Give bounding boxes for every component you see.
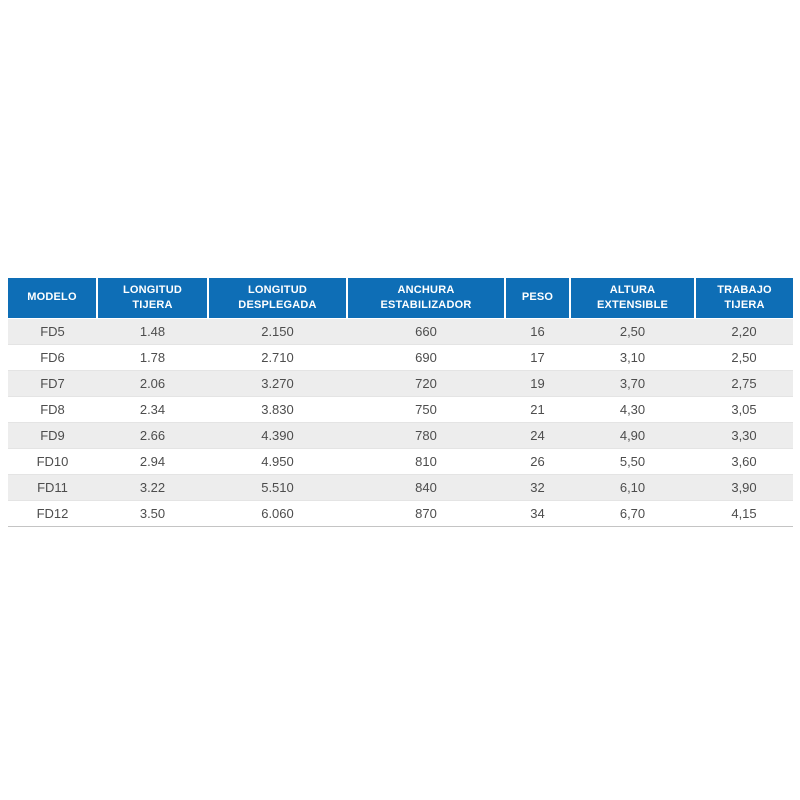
table-row: FD5 1.48 2.150 660 16 2,50 2,20 — [8, 318, 793, 344]
table-cell: 3.830 — [261, 401, 294, 417]
column-header-anchura-estabilizador: ANCHURA ESTABILIZADOR — [346, 278, 505, 318]
table-cell: 1.48 — [139, 323, 166, 339]
table-row: FD6 1.78 2.710 690 17 3,10 2,50 — [8, 344, 793, 370]
table-cell: 2.150 — [261, 323, 294, 339]
table-cell: 3.50 — [139, 505, 166, 521]
table-cell: 6.060 — [261, 505, 294, 521]
spec-table-header: MODELO LONGITUD TIJERA LONGITUD DESPLEGA… — [8, 278, 793, 318]
table-cell: 5,50 — [619, 453, 646, 469]
spec-table: MODELO LONGITUD TIJERA LONGITUD DESPLEGA… — [8, 278, 793, 527]
table-cell: 3,05 — [731, 401, 757, 417]
model-cell: FD10 — [36, 453, 69, 469]
table-cell: 810 — [415, 453, 437, 469]
table-cell: 840 — [415, 479, 437, 495]
column-header-longitud-desplegada: LONGITUD DESPLEGADA — [207, 278, 347, 318]
table-cell: 21 — [530, 401, 545, 417]
table-cell: 870 — [415, 505, 437, 521]
table-row: FD9 2.66 4.390 780 24 4,90 3,30 — [8, 422, 793, 448]
model-cell: FD9 — [40, 427, 65, 443]
table-cell: 780 — [415, 427, 437, 443]
table-cell: 690 — [415, 349, 437, 365]
table-cell: 2,50 — [619, 323, 646, 339]
table-cell: 3,90 — [731, 479, 757, 495]
table-cell: 26 — [530, 453, 545, 469]
column-header-modelo: MODELO — [8, 278, 97, 318]
table-row: FD7 2.06 3.270 720 19 3,70 2,75 — [8, 370, 793, 396]
column-header-longitud-tijera: LONGITUD TIJERA — [96, 278, 208, 318]
table-cell: 750 — [415, 401, 437, 417]
table-cell: 3.22 — [139, 479, 166, 495]
table-cell: 19 — [530, 375, 545, 391]
table-cell: 2.06 — [139, 375, 166, 391]
table-cell: 32 — [530, 479, 545, 495]
model-cell: FD12 — [36, 505, 69, 521]
table-cell: 4,15 — [731, 505, 757, 521]
table-cell: 2,20 — [731, 323, 757, 339]
spec-table-container: MODELO LONGITUD TIJERA LONGITUD DESPLEGA… — [8, 278, 793, 527]
table-row: FD10 2.94 4.950 810 26 5,50 3,60 — [8, 448, 793, 474]
table-cell: 4.390 — [261, 427, 294, 443]
table-cell: 2.34 — [139, 401, 166, 417]
table-row: FD12 3.50 6.060 870 34 6,70 4,15 — [8, 500, 793, 526]
table-cell: 3,10 — [619, 349, 646, 365]
table-cell: 3,60 — [731, 453, 757, 469]
column-header-altura-extensible: ALTURA EXTENSIBLE — [569, 278, 695, 318]
table-cell: 3.270 — [261, 375, 294, 391]
table-cell: 720 — [415, 375, 437, 391]
table-cell: 6,10 — [619, 479, 646, 495]
column-header-trabajo-tijera: TRABAJO TIJERA — [694, 278, 793, 318]
table-cell: 2.710 — [261, 349, 294, 365]
spec-table-body: FD5 1.48 2.150 660 16 2,50 2,20 FD6 1.78 2.710 690… — [8, 318, 793, 526]
table-cell: 6,70 — [619, 505, 646, 521]
table-row: FD8 2.34 3.830 750 21 4,30 3,05 — [8, 396, 793, 422]
model-cell: FD6 — [40, 349, 65, 365]
table-cell: 2,50 — [731, 349, 757, 365]
table-cell: 34 — [530, 505, 545, 521]
model-cell: FD7 — [40, 375, 65, 391]
model-cell: FD11 — [37, 479, 68, 495]
table-cell: 1.78 — [139, 349, 166, 365]
header-row: MODELO LONGITUD TIJERA LONGITUD DESPLEGA… — [8, 278, 793, 318]
table-cell: 17 — [530, 349, 545, 365]
table-cell: 2.94 — [139, 453, 166, 469]
table-row: FD11 3.22 5.510 840 32 6,10 3,90 — [8, 474, 793, 500]
table-cell: 4,90 — [619, 427, 646, 443]
table-cell: 4.950 — [261, 453, 294, 469]
table-cell: 4,30 — [619, 401, 646, 417]
table-cell: 660 — [415, 323, 437, 339]
table-cell: 2.66 — [139, 427, 166, 443]
column-header-peso: PESO — [504, 278, 570, 318]
table-cell: 3,30 — [731, 427, 757, 443]
table-cell: 16 — [530, 323, 545, 339]
model-cell: FD5 — [40, 323, 65, 339]
table-cell: 3,70 — [619, 375, 646, 391]
table-cell: 2,75 — [731, 375, 757, 391]
table-cell: 5.510 — [261, 479, 294, 495]
model-cell: FD8 — [40, 401, 65, 417]
table-cell: 24 — [530, 427, 545, 443]
